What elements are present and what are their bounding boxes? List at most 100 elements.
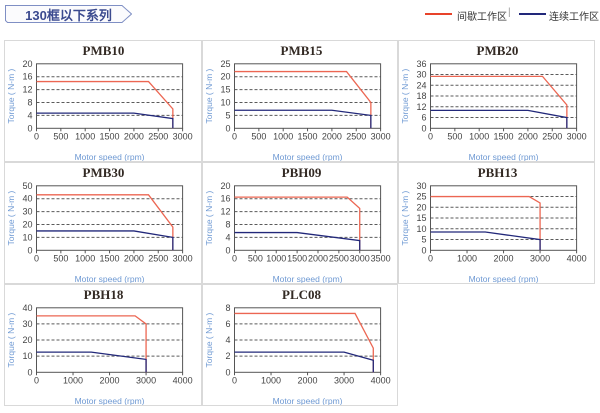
svg-text:2000: 2000 (100, 375, 120, 385)
svg-text:1500: 1500 (100, 253, 120, 263)
svg-text:2000: 2000 (124, 253, 144, 263)
svg-text:Torque ( N-m ): Torque ( N-m ) (204, 68, 214, 123)
svg-text:20: 20 (220, 181, 230, 191)
svg-text:2000: 2000 (494, 253, 514, 263)
svg-text:4000: 4000 (370, 375, 390, 385)
svg-text:0: 0 (34, 375, 39, 385)
svg-text:PLC08: PLC08 (282, 287, 322, 302)
svg-text:5: 5 (225, 110, 230, 120)
svg-text:0: 0 (27, 123, 32, 133)
svg-text:4000: 4000 (567, 253, 587, 263)
svg-text:40: 40 (22, 194, 32, 204)
svg-text:PMB30: PMB30 (83, 165, 125, 180)
svg-text:16: 16 (22, 72, 32, 82)
svg-text:12: 12 (22, 85, 32, 95)
svg-text:12: 12 (220, 207, 230, 217)
svg-text:1000: 1000 (266, 253, 286, 263)
svg-text:2: 2 (225, 351, 230, 361)
svg-text:20: 20 (22, 335, 32, 345)
svg-text:3500: 3500 (370, 253, 390, 263)
svg-text:30: 30 (416, 181, 426, 191)
svg-text:3000: 3000 (530, 253, 550, 263)
svg-text:20: 20 (416, 202, 426, 212)
svg-text:2000: 2000 (124, 131, 144, 141)
svg-text:PMB20: PMB20 (477, 43, 519, 58)
svg-text:30: 30 (22, 207, 32, 217)
svg-text:Motor speed (rpm): Motor speed (rpm) (469, 274, 539, 284)
svg-text:500: 500 (53, 131, 68, 141)
svg-text:18: 18 (416, 91, 426, 101)
svg-text:1500: 1500 (494, 131, 514, 141)
svg-text:PBH18: PBH18 (84, 287, 124, 302)
svg-text:PBH09: PBH09 (281, 165, 321, 180)
svg-text:2000: 2000 (307, 253, 327, 263)
svg-text:4: 4 (27, 110, 32, 120)
svg-text:2000: 2000 (297, 375, 317, 385)
svg-text:3000: 3000 (173, 131, 193, 141)
svg-text:4000: 4000 (173, 375, 193, 385)
svg-text:4: 4 (225, 232, 230, 242)
svg-text:30: 30 (22, 319, 32, 329)
svg-text:20: 20 (220, 72, 230, 82)
svg-text:2500: 2500 (148, 131, 168, 141)
svg-text:Torque ( N-m ): Torque ( N-m ) (6, 68, 16, 123)
svg-text:Torque ( N-m ): Torque ( N-m ) (400, 68, 410, 123)
svg-text:3000: 3000 (136, 375, 156, 385)
svg-text:6: 6 (421, 113, 426, 123)
svg-text:0: 0 (34, 253, 39, 263)
svg-text:0: 0 (231, 131, 236, 141)
svg-text:PBH13: PBH13 (478, 165, 518, 180)
svg-text:16: 16 (220, 194, 230, 204)
svg-text:2000: 2000 (321, 131, 341, 141)
svg-text:500: 500 (251, 131, 266, 141)
svg-text:1000: 1000 (75, 131, 95, 141)
svg-text:3000: 3000 (567, 131, 587, 141)
svg-text:10: 10 (22, 351, 32, 361)
svg-text:0: 0 (27, 367, 32, 377)
svg-text:36: 36 (416, 59, 426, 69)
svg-text:8: 8 (225, 303, 230, 313)
svg-text:Torque ( N-m ): Torque ( N-m ) (400, 190, 410, 245)
svg-text:2000: 2000 (518, 131, 538, 141)
svg-text:1500: 1500 (100, 131, 120, 141)
svg-text:0: 0 (225, 367, 230, 377)
svg-text:4: 4 (225, 335, 230, 345)
svg-text:2500: 2500 (148, 253, 168, 263)
svg-text:30: 30 (416, 70, 426, 80)
svg-text:Motor speed (rpm): Motor speed (rpm) (75, 152, 145, 162)
svg-text:0: 0 (34, 131, 39, 141)
svg-text:0: 0 (225, 123, 230, 133)
svg-text:2500: 2500 (542, 131, 562, 141)
svg-text:20: 20 (22, 220, 32, 230)
svg-text:25: 25 (220, 59, 230, 69)
svg-text:20: 20 (22, 59, 32, 69)
svg-text:6: 6 (225, 319, 230, 329)
svg-text:Torque ( N-m ): Torque ( N-m ) (204, 190, 214, 245)
svg-text:12: 12 (416, 102, 426, 112)
svg-text:Torque ( N-m ): Torque ( N-m ) (6, 190, 16, 245)
svg-text:1000: 1000 (75, 253, 95, 263)
svg-text:15: 15 (416, 213, 426, 223)
svg-text:500: 500 (53, 253, 68, 263)
svg-text:8: 8 (27, 98, 32, 108)
svg-text:15: 15 (220, 85, 230, 95)
svg-text:25: 25 (416, 192, 426, 202)
svg-text:0: 0 (428, 131, 433, 141)
svg-text:1000: 1000 (273, 131, 293, 141)
svg-text:10: 10 (22, 232, 32, 242)
svg-text:Motor speed (rpm): Motor speed (rpm) (469, 152, 539, 162)
svg-text:3000: 3000 (349, 253, 369, 263)
svg-text:PMB15: PMB15 (280, 43, 322, 58)
svg-text:Motor speed (rpm): Motor speed (rpm) (75, 274, 145, 284)
svg-text:Motor speed (rpm): Motor speed (rpm) (272, 152, 342, 162)
svg-text:0: 0 (27, 245, 32, 255)
svg-text:0: 0 (225, 245, 230, 255)
svg-text:1000: 1000 (469, 131, 489, 141)
svg-text:40: 40 (22, 303, 32, 313)
svg-text:0: 0 (421, 245, 426, 255)
svg-text:500: 500 (447, 131, 462, 141)
svg-text:2500: 2500 (328, 253, 348, 263)
svg-text:3000: 3000 (173, 253, 193, 263)
svg-text:3000: 3000 (334, 375, 354, 385)
svg-text:10: 10 (220, 98, 230, 108)
